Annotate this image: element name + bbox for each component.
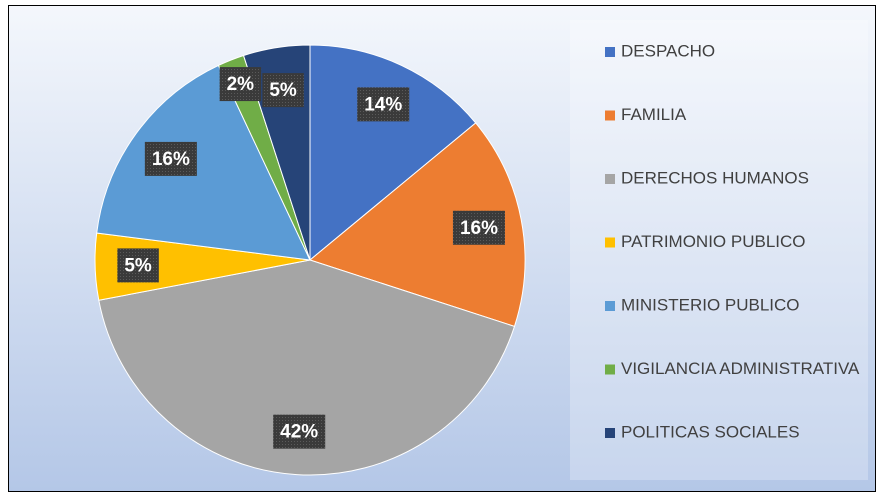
legend-label: MINISTERIO PUBLICO [621,295,800,314]
legend-label: VIGILANCIA ADMINISTRATIVA [621,359,860,378]
data-label-box [357,87,410,122]
data-label: 42% [280,422,318,443]
legend-label: FAMILIA [621,105,687,124]
data-label: 5% [124,255,152,276]
legend-swatch [605,428,615,438]
legend-swatch [605,47,615,57]
data-label-box [262,73,304,108]
data-label-box [452,210,505,245]
legend-swatch [605,301,615,311]
pie-slice [308,122,526,328]
data-label-box [219,67,262,102]
data-label: 16% [152,149,190,170]
legend-label: PATRIMONIO PUBLICO [621,232,806,251]
data-label-box [273,414,326,449]
data-label-box [144,141,197,176]
data-label: 14% [364,94,402,115]
data-label-box [117,248,159,283]
legend-panel [570,20,868,480]
legend-label: POLITICAS SOCIALES [621,422,800,441]
legend-swatch [605,110,615,121]
data-label: 5% [269,80,297,101]
pie-slice [96,64,311,261]
legend-swatch [605,364,615,375]
pie-slice [98,259,516,476]
legend-swatch [605,174,615,184]
legend-label: DERECHOS HUMANOS [621,168,809,187]
data-label: 16% [460,218,498,239]
legend-swatch [605,237,615,248]
legend-label: DESPACHO [621,41,715,60]
pie-slice [309,44,477,262]
data-label: 2% [227,74,255,95]
